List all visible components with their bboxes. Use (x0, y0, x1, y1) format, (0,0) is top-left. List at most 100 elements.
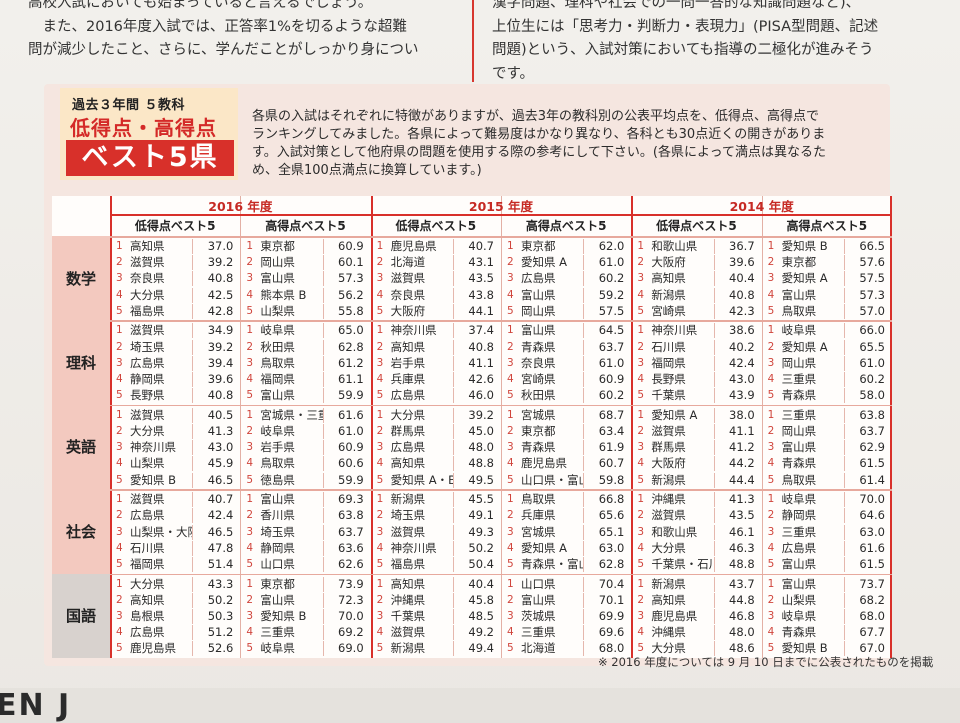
average-score: 62.8 (583, 557, 629, 572)
ranking-row: 2 青森県 63.7 (506, 339, 629, 355)
ranking-row: 3 福岡県 42.4 (637, 355, 759, 371)
average-score: 40.4 (713, 271, 760, 287)
prefecture-name: 神奈川県 (130, 440, 176, 455)
average-score: 64.5 (583, 323, 629, 339)
prefecture-name: 岡山県 (781, 355, 817, 370)
rank-number: 4 (767, 288, 775, 301)
average-score: 55.8 (322, 303, 369, 319)
prefecture-name: 愛知県 A (651, 407, 698, 422)
rank-number: 1 (246, 577, 254, 590)
ranking-row: 4 三重県 69.6 (506, 625, 629, 641)
rank-number: 5 (767, 389, 775, 402)
rank-number: 2 (767, 256, 775, 269)
rank-number: 1 (767, 408, 775, 421)
rank-number: 2 (506, 340, 514, 353)
rank-number: 3 (637, 441, 644, 454)
ranking-row: 5 福岡県 51.4 (116, 557, 238, 572)
ranking-row: 5 秋田県 60.2 (507, 388, 629, 404)
ranking-row: 4 宮崎県 60.9 (507, 372, 629, 387)
ranking-row: 1 滋賀県 34.9 (116, 323, 238, 339)
prefecture-name: 福島県 (390, 557, 426, 571)
article-line: 上位生には「思考力・判断力・表現力」(PISA型問題、記述 (492, 18, 879, 35)
rank-number: 5 (767, 304, 775, 317)
average-score: 34.9 (192, 323, 238, 339)
article-line: 漢字問題、理科や社会での一問一答的な知識問題など)、 (492, 0, 861, 11)
prefecture-name: 山梨県 (781, 592, 817, 607)
average-score: 39.6 (192, 372, 238, 387)
rank-number: 2 (246, 340, 254, 353)
ranking-row: 4 三重県 69.2 (246, 625, 368, 641)
prefecture-name: 北海道 (520, 641, 556, 656)
average-score: 62.9 (843, 440, 890, 456)
average-score: 61.1 (322, 372, 369, 387)
prefecture-name: 滋賀県 (651, 424, 686, 438)
group-separator (110, 320, 892, 322)
group-separator (110, 573, 892, 576)
ranking-row: 2 秋田県 62.8 (246, 339, 368, 355)
ranking-row: 2 富山県 70.1 (507, 592, 629, 608)
prefecture-name: 鳥取県 (260, 456, 295, 471)
rank-number: 1 (637, 408, 644, 421)
article-line: また、2016年度入試では、正答率1%を切るような超難 (28, 18, 407, 35)
rank-number: 4 (376, 373, 384, 385)
average-score: 63.0 (583, 540, 629, 556)
average-score: 68.0 (583, 641, 629, 657)
rank-number: 1 (376, 240, 384, 252)
average-score: 39.2 (192, 339, 238, 355)
ranking-row: 3 岩手県 41.1 (377, 355, 499, 371)
average-score: 68.2 (843, 592, 890, 608)
prefecture-name: 愛知県 B (260, 609, 307, 623)
prefecture-name: 宮城県 (520, 407, 556, 422)
ranking-row: 2 富山県 72.3 (246, 592, 368, 608)
rank-number: 5 (246, 389, 254, 402)
average-score: 42.6 (452, 372, 499, 387)
ranking-row: 3 岐阜県 68.0 (768, 609, 890, 624)
rank-number: 5 (376, 389, 384, 402)
rank-number: 2 (376, 425, 384, 437)
ranking-row: 4 富山県 57.3 (767, 287, 890, 303)
ranking-row: 5 愛知県 B 46.5 (116, 472, 238, 488)
ranking-row: 2 山梨県 68.2 (768, 592, 890, 608)
rank-number: 2 (116, 340, 123, 353)
prefecture-name: 高知県 (651, 271, 686, 286)
rank-number: 3 (376, 272, 384, 285)
prefecture-name: 富山県 (781, 576, 817, 591)
prefecture-name: 愛知県 A (781, 339, 828, 354)
average-score: 43.5 (713, 508, 760, 524)
ranking-row: 1 愛知県 B 66.5 (768, 239, 890, 254)
prefecture-name: 宮城県 (520, 524, 556, 539)
column-separator (631, 196, 634, 658)
prefecture-name: 東京都 (520, 239, 556, 253)
average-score: 43.3 (192, 576, 238, 592)
ranking-row: 3 青森県 61.9 (507, 440, 629, 456)
ranking-row: 1 宮城県 68.7 (507, 407, 629, 423)
average-score: 57.0 (843, 303, 890, 319)
average-score: 42.3 (713, 303, 760, 319)
rank-number: 1 (637, 493, 644, 506)
ranking-row: 3 和歌山県 46.1 (637, 524, 759, 540)
rank-number: 1 (637, 324, 644, 337)
ranking-row: 3 奈良県 40.8 (116, 271, 238, 287)
rank-number: 5 (637, 558, 644, 570)
rank-number: 2 (637, 340, 644, 353)
prefecture-name: 山口県 (520, 576, 556, 591)
bottom-logo: EN J (0, 688, 72, 723)
ranking-row: 3 愛知県 A 57.5 (768, 271, 890, 287)
prefecture-name: 沖縄県 (651, 625, 686, 640)
prefecture-name: 三重県 (781, 407, 817, 422)
article-column-right: 漢字問題、理科や社会での一問一答的な知識問題など)、 上位生には「思考力・判断力… (492, 0, 932, 86)
rank-number: 4 (506, 626, 514, 639)
prefecture-name: 大分県 (390, 407, 426, 422)
average-score: 61.5 (843, 456, 890, 472)
rank-number: 1 (116, 577, 123, 590)
prefecture-name: 岐阜県 (781, 323, 817, 338)
ranking-row: 1 滋賀県 40.7 (116, 492, 238, 508)
average-score: 41.1 (713, 424, 760, 439)
average-score: 60.6 (322, 456, 369, 472)
average-score: 66.0 (843, 323, 890, 339)
rank-number: 2 (637, 256, 644, 269)
ranking-row: 1 高知県 40.4 (377, 576, 499, 592)
prefecture-name: 東京都 (781, 255, 817, 270)
ranking-row: 5 大分県 48.6 (637, 641, 759, 657)
